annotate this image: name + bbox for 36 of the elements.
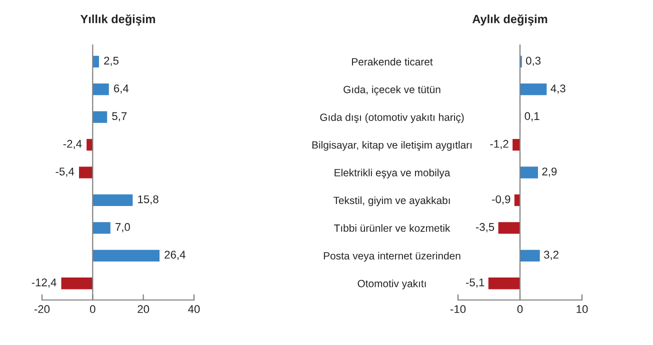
data-label: 7,0 [116,223,130,232]
data-label: 2,5 [104,56,119,66]
y-tick-label: Tekstil, giyim ve ayakkabı [333,196,450,206]
data-label: -1,2 [490,140,508,150]
x-tick-label: 10 [576,305,588,314]
y-tick-label: Otomotiv yakıtı [358,280,426,290]
x-tick-label: -10 [450,305,466,314]
data-label: 0,1 [524,112,540,122]
chart-title: Aylık değişim [472,14,548,26]
data-label: -0,9 [492,195,510,205]
y-tick-label: Gıda, içecek ve tütün [344,86,440,96]
x-tick-label: -20 [34,305,50,314]
x-tick-label: 20 [138,305,150,314]
data-label: 15,8 [138,195,158,205]
data-label: 6,4 [114,84,129,94]
y-tick-label: Gıda dışı (otomotiv yakıtı hariç) [320,113,464,124]
data-label: 4,3 [550,84,566,94]
data-label: 3,2 [544,250,558,260]
data-label: 5,7 [112,112,127,122]
data-label: -5,4 [56,168,74,177]
x-tick-label: 40 [188,305,200,314]
data-label: 0,3 [526,56,541,66]
chart-title: Yıllık değişim [80,14,155,26]
data-label: 2,9 [542,168,557,177]
y-tick-label: Perakende ticaret [352,58,433,66]
y-tick-label: Posta veya internet üzerinden [324,252,460,262]
y-tick-label: Tıbbi ürünler ve kozmetik [334,224,450,232]
y-tick-label: Elektrikli eşya ve mobilya [334,168,450,178]
y-tick-label: Bilgisayar, kitap ve iletişim aygıtları [312,141,472,151]
x-tick-label: 0 [517,305,523,314]
data-label: -3,5 [476,223,494,232]
data-label: -12,4 [32,278,56,288]
data-label: -5,1 [466,278,484,288]
data-label: 26,4 [164,250,186,260]
x-tick-label: 0 [90,305,96,314]
data-label: -2,4 [63,140,82,150]
